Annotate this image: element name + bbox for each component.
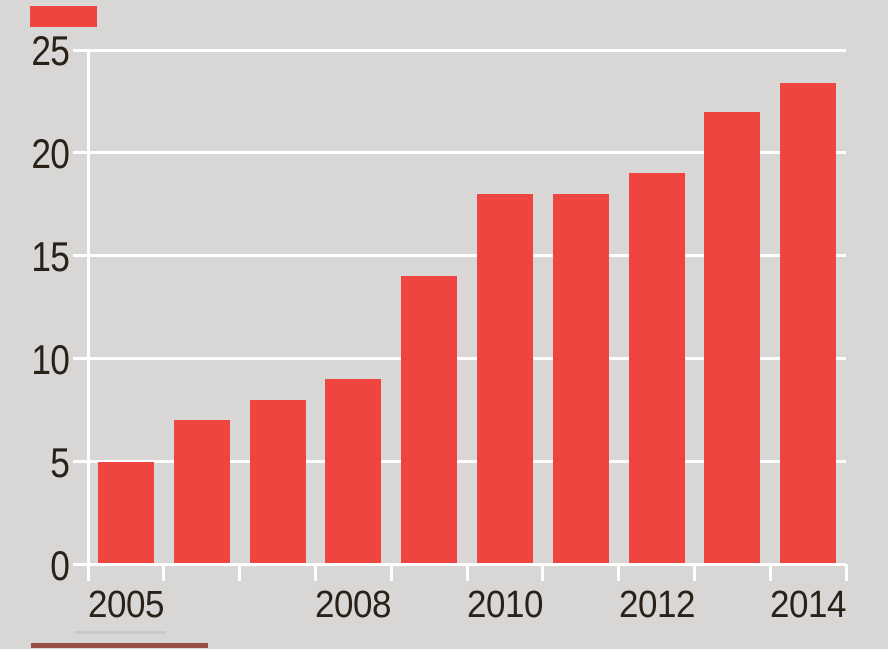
x-axis-tick bbox=[768, 564, 772, 581]
bar-2013 bbox=[704, 111, 761, 566]
bar-2005 bbox=[97, 461, 154, 566]
bar-2009 bbox=[401, 276, 458, 566]
gridline-20 bbox=[73, 151, 846, 155]
x-axis-tick bbox=[313, 564, 317, 581]
bar-2014 bbox=[780, 82, 837, 566]
bar-2011 bbox=[552, 194, 609, 566]
x-axis-baseline bbox=[73, 563, 846, 566]
bar-2010 bbox=[476, 194, 533, 566]
x-axis-label-2008: 2008 bbox=[315, 584, 392, 626]
x-axis-label-2005: 2005 bbox=[87, 584, 164, 626]
bar-2008 bbox=[325, 379, 382, 566]
x-axis-tick bbox=[389, 564, 393, 581]
cropped-caption-fragment bbox=[31, 643, 208, 648]
gridline-5 bbox=[73, 460, 846, 464]
y-axis-label-5: 5 bbox=[50, 438, 70, 486]
bar-2007 bbox=[249, 399, 306, 566]
x-axis-tick bbox=[541, 564, 545, 581]
y-axis-label-10: 10 bbox=[31, 335, 70, 383]
gridline-10 bbox=[73, 357, 846, 361]
y-axis-label-0: 0 bbox=[50, 541, 70, 589]
y-axis-label-15: 15 bbox=[31, 232, 70, 280]
bar-2006 bbox=[173, 420, 230, 566]
x-axis-tick bbox=[465, 564, 469, 581]
y-axis-line bbox=[86, 48, 90, 581]
gridline-25 bbox=[73, 48, 846, 52]
x-axis-tick bbox=[617, 564, 621, 581]
x-axis-tick bbox=[238, 564, 242, 581]
x-axis-label-2014: 2014 bbox=[770, 584, 847, 626]
cropped-text-fragment bbox=[75, 631, 166, 634]
x-axis-tick bbox=[692, 564, 696, 581]
cropped-red-swatch bbox=[30, 6, 97, 27]
x-axis-label-2010: 2010 bbox=[466, 584, 543, 626]
x-axis-tick bbox=[86, 564, 90, 581]
x-axis-label-2012: 2012 bbox=[618, 584, 695, 626]
x-axis-tick bbox=[844, 564, 848, 581]
gridline-15 bbox=[73, 254, 846, 258]
bar-2012 bbox=[628, 173, 685, 566]
y-axis-label-25: 25 bbox=[31, 27, 70, 74]
x-axis-tick bbox=[162, 564, 166, 581]
y-axis-label-20: 20 bbox=[31, 129, 70, 177]
